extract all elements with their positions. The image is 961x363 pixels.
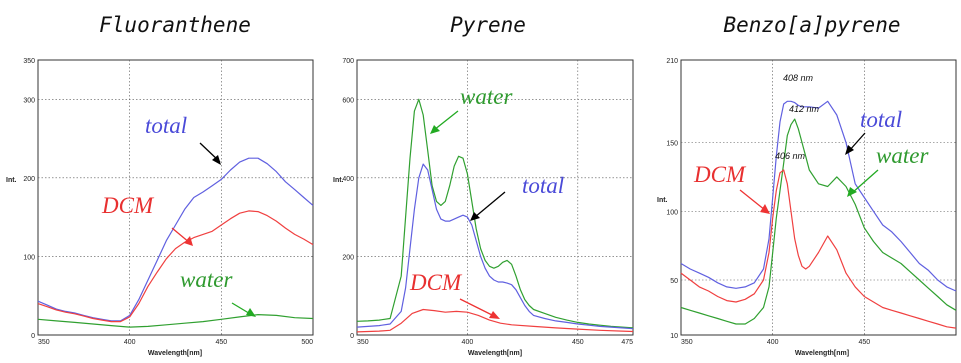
annotation-water: water <box>876 143 929 168</box>
x-axis-label: Wavelength[nm] <box>468 350 522 357</box>
y-tick-label: 210 <box>666 58 678 65</box>
x-tick-label: 350 <box>357 339 369 346</box>
y-tick-label: 700 <box>342 58 354 65</box>
annotation-arrows <box>171 142 256 317</box>
annotation-arrows <box>739 132 879 214</box>
x-tick-label: 450 <box>215 339 227 346</box>
chart-panel-pyrene: Pyrene 0 200 400 600 700 350 400 450 475 Int. W… <box>333 13 634 357</box>
x-tick-label: 450 <box>858 339 870 346</box>
y-tick-label: 0 <box>350 333 354 340</box>
x-tick-label: 475 <box>621 339 633 346</box>
annotation-arrows <box>430 110 506 319</box>
y-tick-label: 200 <box>342 254 354 261</box>
grid-lines <box>357 60 633 335</box>
chart-panel-benzo-a-pyrene: Benzo[a]pyrene 10 50 100 150 210 350 400 450 I… <box>657 13 957 357</box>
series-line-dcm <box>37 210 314 323</box>
annotation-dcm: DCM <box>409 270 463 295</box>
annotation-total: total <box>522 173 564 198</box>
y-axis-label: Int. <box>6 177 17 184</box>
chart-title: Benzo[a]pyrene <box>723 13 900 37</box>
plot-area <box>356 59 634 336</box>
y-tick-label: 100 <box>23 254 35 261</box>
x-axis-label: Wavelength[nm] <box>148 350 202 357</box>
x-tick-label: 350 <box>38 339 50 346</box>
x-tick-label: 400 <box>767 339 779 346</box>
y-tick-label: 10 <box>670 333 678 340</box>
grid-lines <box>38 60 313 335</box>
y-tick-label: 50 <box>670 278 678 285</box>
x-tick-label: 400 <box>124 339 136 346</box>
y-tick-labels: 0 200 400 600 700 <box>342 58 354 340</box>
x-tick-labels: 350 400 450 500 <box>38 339 313 346</box>
annotation-total: total <box>860 107 902 132</box>
annotation-water: water <box>180 267 233 292</box>
annotation-dcm: DCM <box>693 162 747 187</box>
x-tick-labels: 350 400 450 475 <box>357 339 633 346</box>
y-axis-label: Int. <box>333 177 344 184</box>
y-tick-label: 600 <box>342 97 354 104</box>
y-tick-labels: 0 100 200 300 350 <box>23 58 35 340</box>
chart-title: Pyrene <box>450 13 526 37</box>
x-tick-label: 450 <box>572 339 584 346</box>
x-tick-label: 350 <box>681 339 693 346</box>
y-tick-label: 200 <box>23 176 35 183</box>
x-tick-labels: 350 400 450 <box>681 339 870 346</box>
peak-label-406: 406 nm <box>775 151 806 161</box>
series-line-water <box>37 314 314 328</box>
series-line-total <box>356 163 634 330</box>
plot-area <box>680 59 957 336</box>
x-tick-label: 500 <box>301 339 313 346</box>
x-tick-label: 400 <box>462 339 474 346</box>
series-line-total <box>37 157 314 322</box>
series-line-dcm <box>680 169 957 329</box>
series-line-water <box>356 98 634 329</box>
peak-label-408: 408 nm <box>783 73 814 83</box>
series-line-water <box>680 118 957 325</box>
annotation-total: total <box>145 113 187 138</box>
y-tick-label: 400 <box>342 176 354 183</box>
y-tick-label: 100 <box>666 209 678 216</box>
series-lines <box>37 157 314 328</box>
series-line-dcm <box>356 308 634 333</box>
x-axis-label: Wavelength[nm] <box>795 350 849 357</box>
series-lines <box>680 100 957 329</box>
plot-area <box>37 59 314 336</box>
annotation-dcm: DCM <box>101 193 155 218</box>
y-tick-label: 0 <box>31 333 35 340</box>
chart-title: Fluoranthene <box>99 13 251 37</box>
series-line-total <box>680 100 957 292</box>
annotation-water: water <box>460 84 513 109</box>
series-lines <box>356 98 634 333</box>
y-tick-label: 300 <box>23 97 35 104</box>
y-axis-label: Int. <box>657 197 668 204</box>
peak-label-412: 412 nm <box>789 104 820 114</box>
y-tick-label: 350 <box>23 58 35 65</box>
y-tick-label: 150 <box>666 141 678 148</box>
y-tick-labels: 10 50 100 150 210 <box>666 58 678 340</box>
